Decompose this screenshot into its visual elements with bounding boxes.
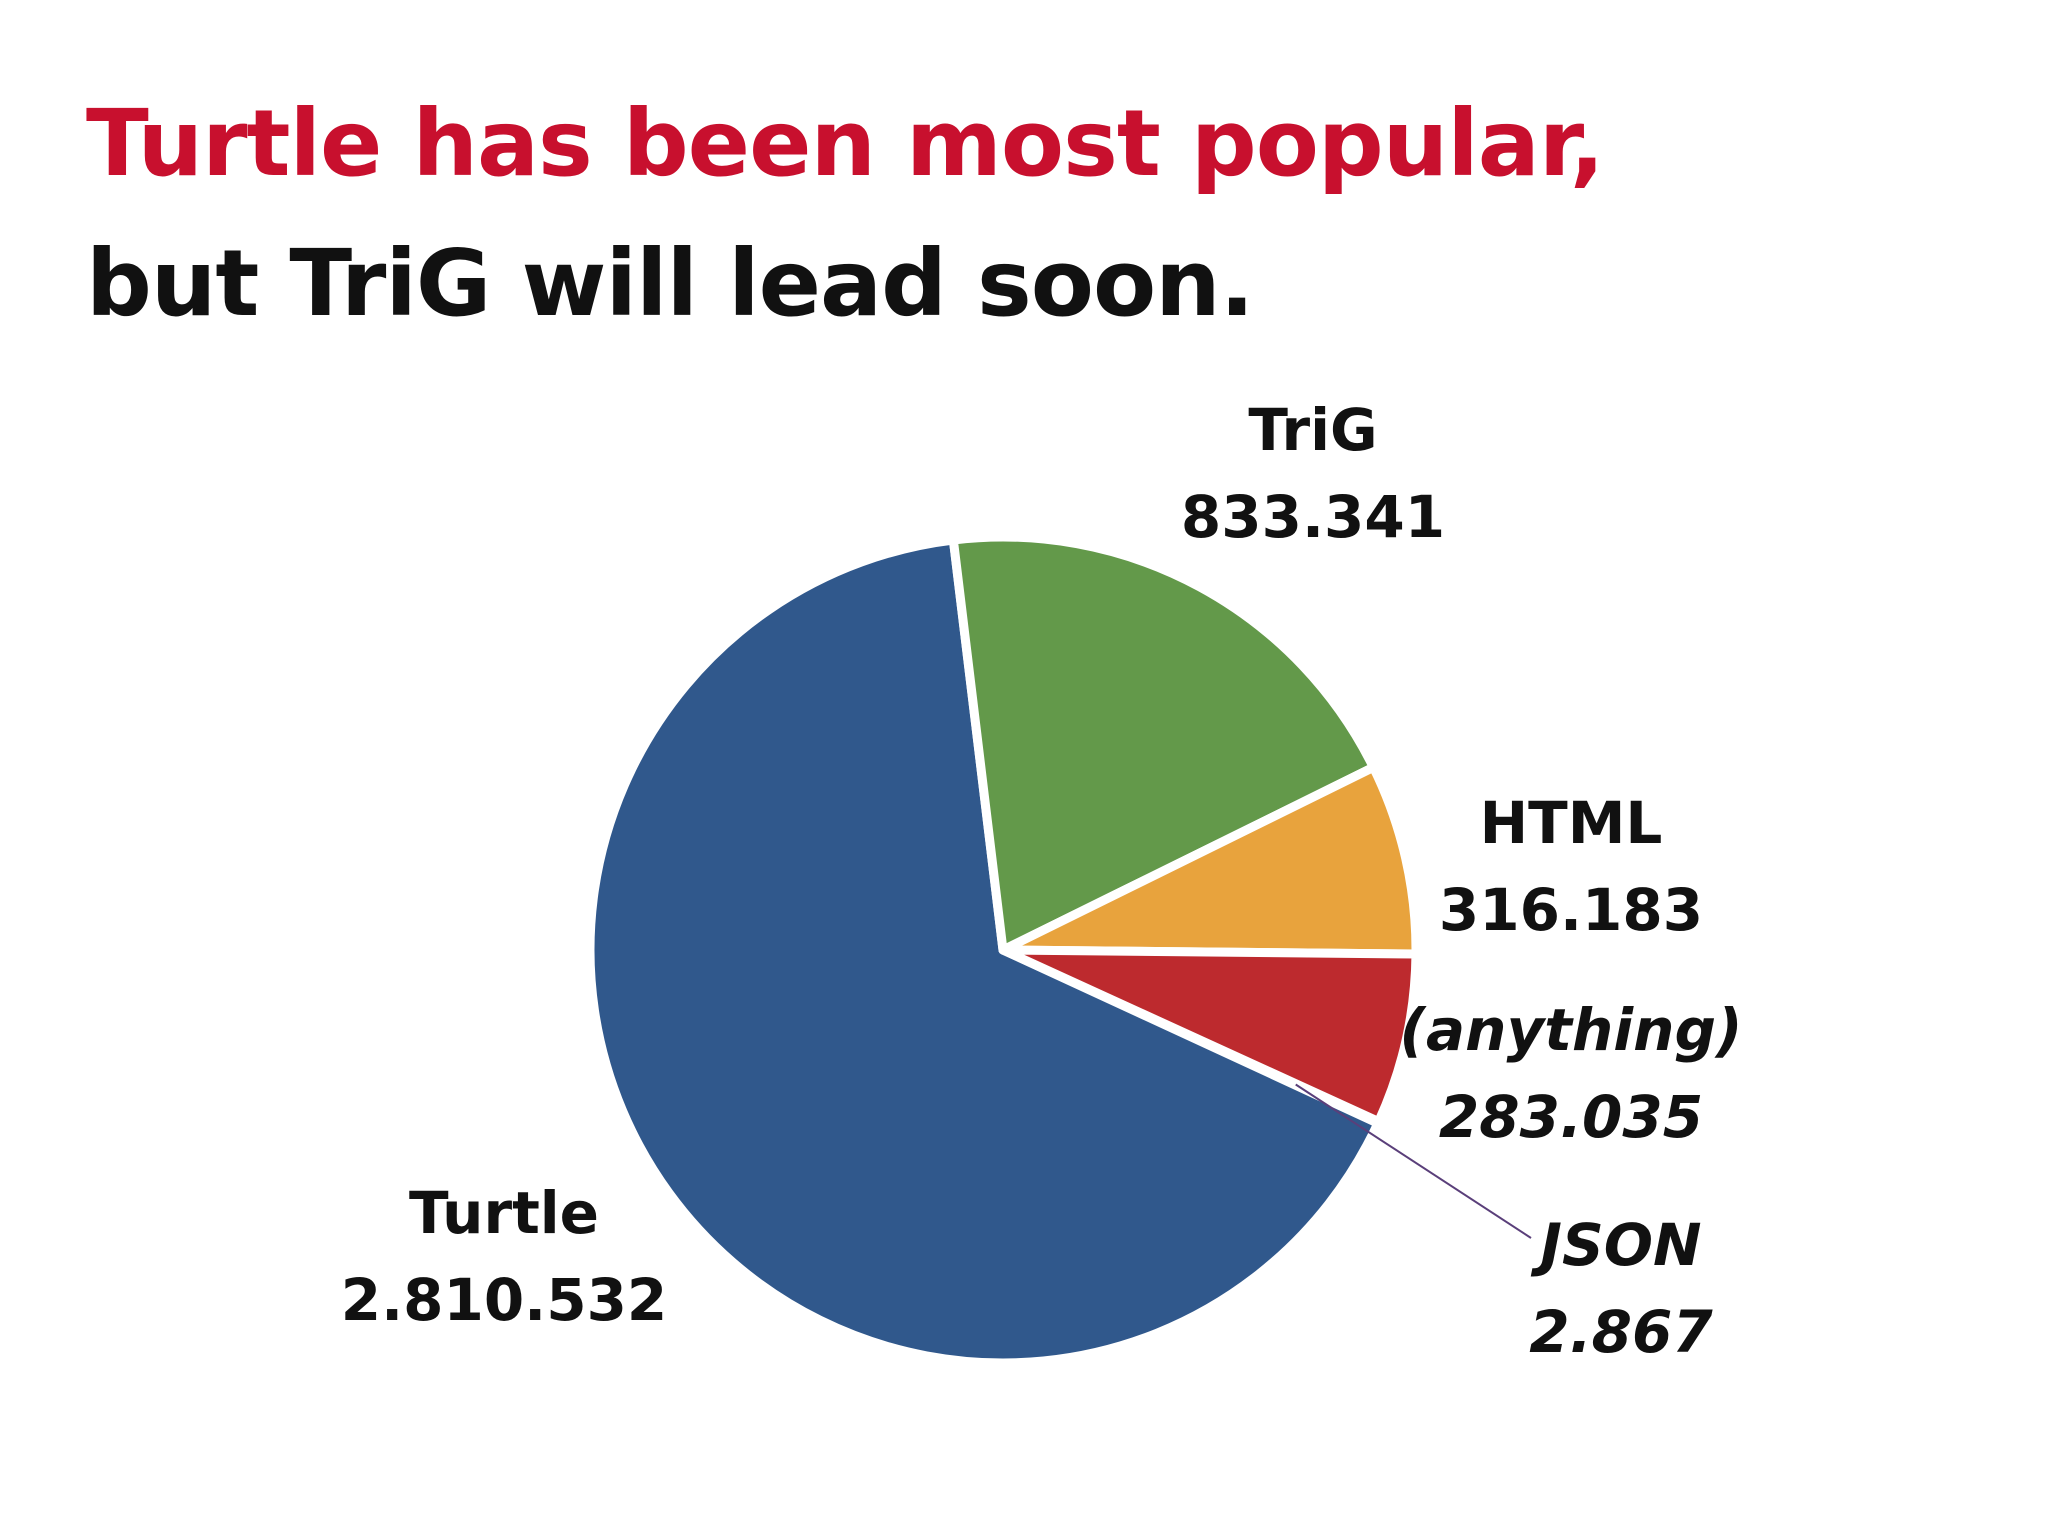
slice-label-turtle: Turtle [409,1179,599,1247]
pie-slice-trig [948,532,1378,955]
chart-title-line-2: but TriG will lead soon. [86,230,1255,337]
slice-value-trig: 833.341 [1181,483,1445,551]
pie-slice-anything [998,945,1421,1127]
slice-value-turtle: 2.810.532 [341,1266,668,1334]
slice-label-anything: (anything) [1400,996,1743,1064]
chart-title-line-1: Turtle has been most popular, [86,90,1605,197]
leader-line-json [1295,1083,1532,1239]
slice-label-json: JSON [1530,1211,1701,1279]
pie-slice-html [998,762,1421,959]
pie-slice-turtle [585,535,1383,1368]
pie-slice-json [1002,949,1380,1125]
slice-label-html: HTML [1480,789,1663,857]
slice-label-trig: TriG [1248,396,1377,464]
slice-value-anything: 283.035 [1439,1083,1703,1151]
slice-value-json: 2.867 [1529,1298,1713,1366]
leader-lines [1295,1083,1532,1239]
slice-value-html: 316.183 [1439,876,1703,944]
slice-labels: Turtle 2.810.532 TriG 833.341 HTML 316.183 (an… [341,396,1743,1366]
pie-slices [585,532,1421,1368]
